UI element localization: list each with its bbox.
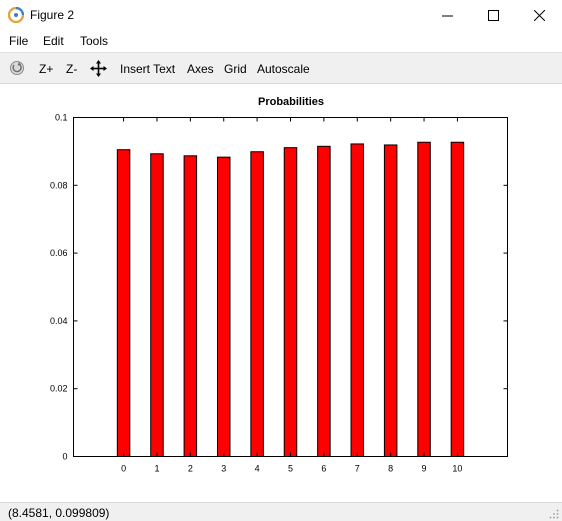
menu-file[interactable]: File <box>9 34 29 48</box>
x-tick-label: 4 <box>255 464 260 474</box>
minimize-icon <box>441 15 453 16</box>
bar-9 <box>417 141 431 457</box>
cursor-coordinates: (8.4581, 0.099809) <box>8 506 110 520</box>
octave-logo-icon <box>8 7 24 23</box>
y-tick-label: 0 <box>62 452 67 462</box>
y-tick-label: 0.06 <box>50 248 68 258</box>
bar-3 <box>216 156 231 458</box>
bar-0 <box>116 149 131 458</box>
x-tick-label: 0 <box>121 464 126 474</box>
pan-button[interactable] <box>90 60 107 80</box>
zoom-in-button[interactable]: Z+ <box>39 62 54 76</box>
x-tick-label: 3 <box>221 464 226 474</box>
bar-1 <box>150 153 164 457</box>
maximize-icon <box>487 9 499 21</box>
y-tick-label: 0.04 <box>50 316 68 326</box>
bar-4 <box>250 151 264 457</box>
bar-10 <box>450 141 465 457</box>
figure-toolbar: Z+ Z- Insert Text Axes Grid Autoscale <box>0 52 562 84</box>
chart-title: Probabilities <box>258 96 324 108</box>
grid-button[interactable]: Grid <box>224 62 247 76</box>
x-tick-label: 2 <box>188 464 193 474</box>
maximize-button[interactable] <box>470 0 516 30</box>
rotate-icon <box>10 61 24 75</box>
minimize-button[interactable] <box>424 0 470 30</box>
window-title: Figure 2 <box>30 8 75 22</box>
x-tick-label: 10 <box>452 464 462 474</box>
x-tick-label: 9 <box>422 464 427 474</box>
menu-tools[interactable]: Tools <box>80 34 109 48</box>
figure-canvas[interactable]: Probabilities 0 1 2 3 4 5 6 7 8 9 10 0 0.02 0.04 0.06 0… <box>0 84 562 502</box>
bar-5 <box>283 147 298 458</box>
x-tick-label: 1 <box>154 464 159 474</box>
x-tick-label: 5 <box>288 464 293 474</box>
bar-6 <box>317 145 331 457</box>
menu-edit[interactable]: Edit <box>43 34 64 48</box>
close-icon <box>533 9 545 21</box>
title-bar: Figure 2 <box>0 0 562 30</box>
x-tick-label: 6 <box>321 464 326 474</box>
bar-chart: Probabilities 0 1 2 3 4 5 6 7 8 9 10 0 0.02 0.04 0.06 0… <box>50 96 508 474</box>
autoscale-button[interactable]: Autoscale <box>257 62 310 76</box>
status-bar: (8.4581, 0.099809) <box>0 502 562 521</box>
y-tick-label: 0.1 <box>55 113 68 123</box>
menu-bar: File Edit Tools <box>0 30 562 52</box>
x-tick-label: 7 <box>355 464 360 474</box>
rotate-button[interactable] <box>9 60 25 79</box>
pan-arrows-icon <box>90 60 107 77</box>
zoom-out-button[interactable]: Z- <box>66 62 78 76</box>
y-tick-label: 0.08 <box>50 180 68 190</box>
bar-2 <box>183 155 198 457</box>
axes-button[interactable]: Axes <box>187 62 214 76</box>
y-tick-label: 0.02 <box>50 384 68 394</box>
resize-grip-icon[interactable] <box>549 509 559 519</box>
insert-text-button[interactable]: Insert Text <box>120 62 176 76</box>
close-button[interactable] <box>516 0 562 30</box>
bar-7 <box>350 143 365 458</box>
bar-8 <box>383 144 398 457</box>
x-tick-label: 8 <box>388 464 393 474</box>
